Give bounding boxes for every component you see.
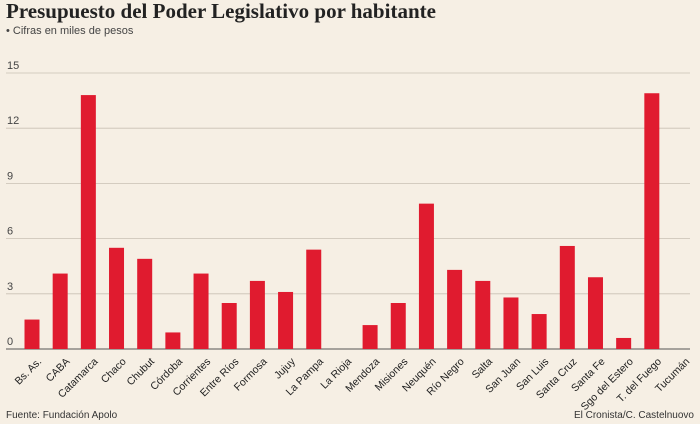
chart-subtitle: • Cifras en miles de pesos (6, 25, 134, 37)
y-tick-label: 3 (7, 281, 13, 293)
bar (165, 332, 181, 349)
chart-title: Presupuesto del Poder Legislativo por ha… (6, 0, 436, 23)
bar (531, 314, 547, 349)
bar (503, 297, 519, 349)
source-note: Fuente: Fundación Apolo (6, 410, 118, 421)
bar (137, 258, 153, 349)
credit-note: El Cronista/C. Castelnuovo (573, 410, 694, 421)
grid-lines (6, 72, 690, 350)
bar (644, 93, 660, 350)
y-tick-label: 9 (7, 170, 13, 182)
y-tick-label: 0 (7, 336, 13, 348)
bar (193, 273, 209, 349)
x-tick-label: Bs. As. (13, 356, 45, 388)
bar (221, 303, 237, 349)
y-tick-label: 6 (7, 226, 13, 238)
bar (475, 280, 491, 349)
x-tick-label: Chaco (99, 356, 129, 386)
bar (390, 303, 406, 349)
x-tick-label: Salta (470, 356, 496, 382)
bar (418, 203, 434, 349)
bar (109, 247, 125, 349)
bar (278, 291, 294, 349)
bar (52, 273, 68, 349)
bar (306, 249, 322, 349)
y-tick-label: 12 (7, 115, 19, 127)
bar (24, 319, 40, 349)
bar (80, 95, 96, 349)
bars (24, 93, 660, 350)
y-tick-label: 15 (7, 60, 19, 72)
y-axis-ticks: 0 3 6 9 12 15 (7, 60, 19, 348)
x-axis-labels: Bs. As. CABACatamarcaChacoChubutCórdobaCo… (13, 355, 693, 413)
bar (447, 269, 463, 349)
bar (616, 337, 632, 349)
bar (362, 325, 378, 349)
bar (559, 245, 575, 349)
bar (587, 277, 603, 349)
bar (249, 280, 265, 349)
